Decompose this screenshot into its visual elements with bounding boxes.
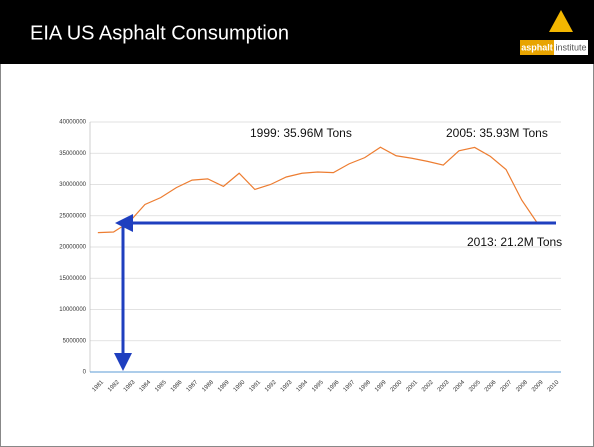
y-tick-label: 10000000	[59, 307, 86, 313]
logo-box-left	[520, 40, 554, 55]
annotation: 2013: 21.2M Tons	[467, 235, 562, 249]
logo-triangle	[549, 10, 573, 32]
annotation: 1999: 35.96M Tons	[250, 126, 352, 140]
y-tick-label: 15000000	[59, 276, 86, 282]
series-line	[97, 146, 554, 234]
y-tick-label: 40000000	[59, 120, 86, 126]
y-tick-label: 20000000	[59, 245, 86, 251]
y-tick-label: 0	[83, 370, 87, 376]
logo-word: asphalt	[521, 42, 553, 52]
annotation: 2005: 35.93M Tons	[446, 126, 548, 140]
y-tick-label: 35000000	[59, 151, 86, 157]
y-tick-label: 30000000	[59, 182, 86, 188]
logo-word: institute	[555, 42, 586, 52]
header-bar	[0, 0, 594, 64]
y-tick-label: 5000000	[63, 338, 87, 344]
y-tick-label: 25000000	[59, 213, 86, 219]
slide-title: EIA US Asphalt Consumption	[30, 22, 289, 44]
